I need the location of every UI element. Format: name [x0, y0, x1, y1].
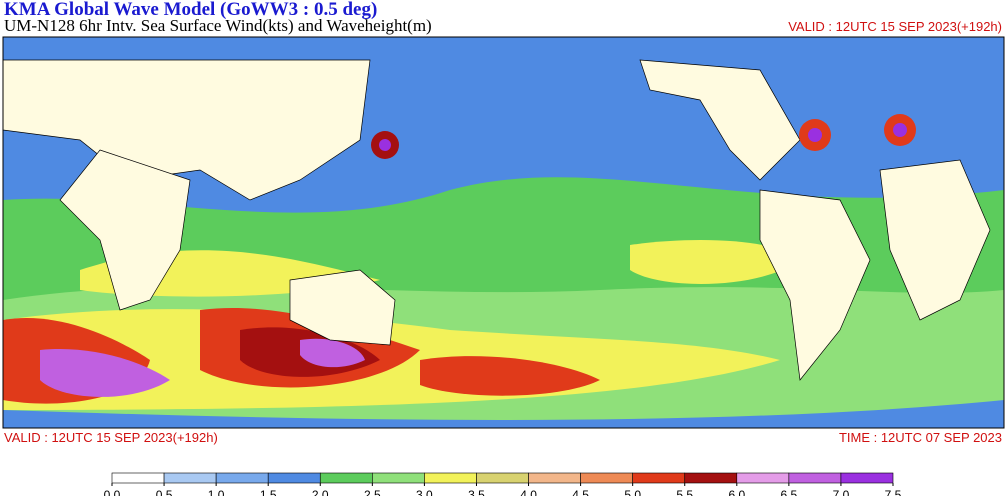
colorbar-label: 0.0 [104, 488, 121, 496]
colorbar-box [736, 472, 790, 484]
colorbar-box [215, 472, 269, 484]
colorbar-box [476, 472, 529, 484]
colorbar-box [684, 472, 738, 484]
colorbar-box [319, 472, 373, 484]
colorbar-label: 2.0 [312, 488, 329, 496]
colorbar-label: 2.5 [364, 488, 381, 496]
colorbar-box [788, 472, 842, 484]
colorbar-box [528, 472, 581, 484]
title: KMA Global Wave Model (GoWW3 : 0.5 deg) [4, 0, 377, 20]
colorbar-box [580, 472, 633, 484]
time: TIME : 12UTC 07 SEP 2023 [839, 430, 1002, 445]
colorbar-label: 1.5 [260, 488, 277, 496]
colorbar-label: 5.5 [676, 488, 693, 496]
colorbar-label: 7.5 [885, 488, 902, 496]
colorbar-box [111, 472, 165, 484]
colorbar-label: 0.5 [156, 488, 173, 496]
colorbar-label: 6.5 [781, 488, 798, 496]
map [2, 36, 1005, 429]
valid-bottom: VALID : 12UTC 15 SEP 2023(+192h) [4, 430, 218, 445]
colorbar-label: 7.0 [833, 488, 850, 496]
colorbar-box [840, 472, 894, 484]
colorbar-label: 4.0 [520, 488, 537, 496]
colorbar-box [163, 472, 217, 484]
colorbar-label: 3.5 [468, 488, 485, 496]
colorbar-label: 4.5 [572, 488, 589, 496]
valid-top: VALID : 12UTC 15 SEP 2023(+192h) [788, 19, 1002, 34]
colorbar-label: 6.0 [728, 488, 745, 496]
colorbar-box [632, 472, 686, 484]
colorbar-box [424, 472, 477, 484]
colorbar-box [267, 472, 321, 484]
colorbar-box [372, 472, 425, 484]
colorbar-label: 5.0 [624, 488, 641, 496]
subtitle: UM-N128 6hr Intv. Sea Surface Wind(kts) … [4, 16, 432, 35]
colorbar-label: 1.0 [208, 488, 225, 496]
colorbar-label: 3.0 [416, 488, 433, 496]
